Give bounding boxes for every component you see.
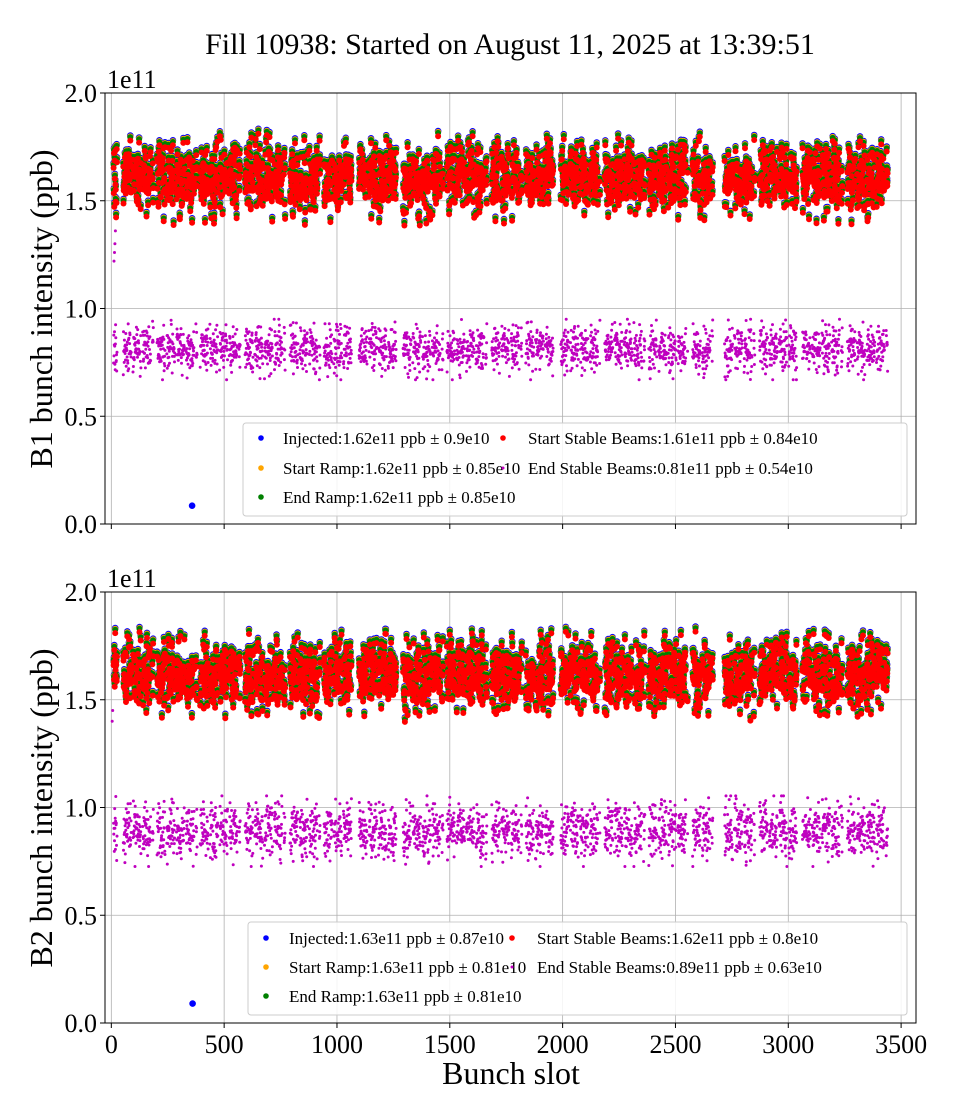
b1-panel: B1 bunch intensity (ppb) 1e11 0.00.51.01… xyxy=(23,65,917,539)
b1-y-axis-label: B1 bunch intensity (ppb) xyxy=(23,149,59,468)
data-point xyxy=(188,502,196,510)
chart-title: Fill 10938: Started on August 11, 2025 a… xyxy=(205,28,815,61)
b1-offset-label: 1e11 xyxy=(107,65,157,94)
b1-points xyxy=(110,125,891,510)
